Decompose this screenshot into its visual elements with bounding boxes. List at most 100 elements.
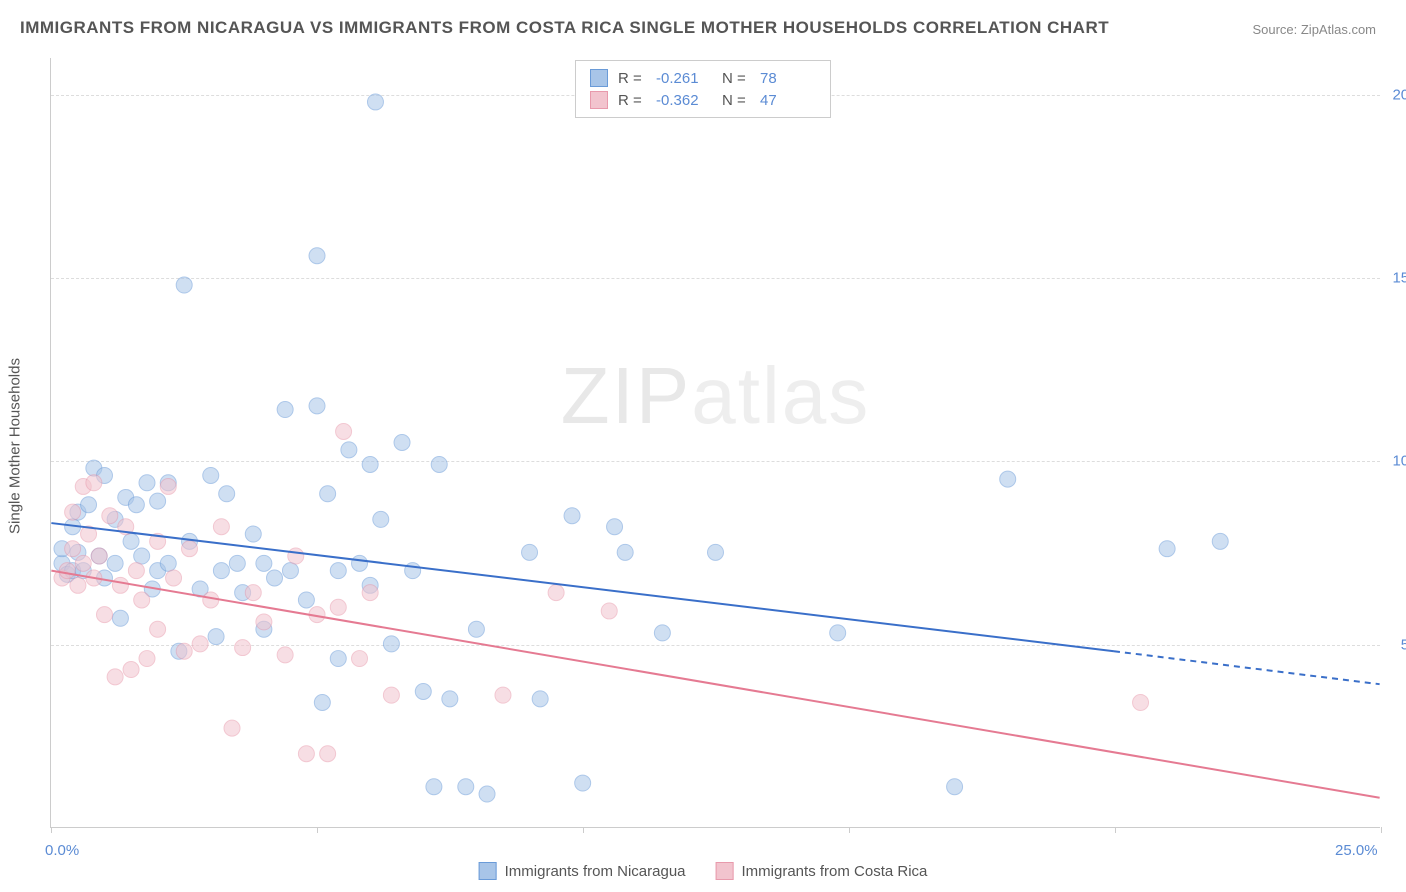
data-point	[654, 625, 670, 641]
data-point	[192, 636, 208, 652]
data-point	[150, 493, 166, 509]
data-point	[330, 563, 346, 579]
data-point	[564, 508, 580, 524]
n-value: 47	[760, 92, 816, 109]
data-point	[468, 621, 484, 637]
x-tick	[849, 827, 850, 833]
data-point	[1159, 541, 1175, 557]
data-point	[383, 687, 399, 703]
data-point	[830, 625, 846, 641]
data-point	[256, 555, 272, 571]
data-point	[97, 607, 113, 623]
data-point	[134, 548, 150, 564]
data-point	[86, 475, 102, 491]
data-point	[65, 541, 81, 557]
x-tick-label: 25.0%	[1335, 842, 1378, 859]
data-point	[166, 570, 182, 586]
data-point	[139, 475, 155, 491]
data-point	[65, 504, 81, 520]
data-point	[431, 456, 447, 472]
data-point	[102, 508, 118, 524]
data-point	[383, 636, 399, 652]
trend-line-dashed	[1114, 651, 1380, 684]
data-point	[373, 511, 389, 527]
n-label: N =	[722, 92, 750, 109]
data-point	[1133, 695, 1149, 711]
data-point	[219, 486, 235, 502]
legend-swatch	[479, 862, 497, 880]
data-point	[139, 651, 155, 667]
legend-series-label: Immigrants from Nicaragua	[505, 863, 686, 880]
data-point	[59, 563, 75, 579]
scatter-svg	[51, 58, 1380, 827]
data-point	[426, 779, 442, 795]
data-point	[617, 544, 633, 560]
data-point	[708, 544, 724, 560]
trend-line	[51, 571, 1379, 798]
data-point	[70, 577, 86, 593]
data-point	[160, 478, 176, 494]
data-point	[150, 621, 166, 637]
data-point	[352, 555, 368, 571]
x-tick	[1115, 827, 1116, 833]
data-point	[288, 548, 304, 564]
data-point	[176, 643, 192, 659]
r-value: -0.362	[656, 92, 712, 109]
data-point	[75, 555, 91, 571]
legend-swatch	[590, 91, 608, 109]
data-point	[208, 629, 224, 645]
data-point	[277, 402, 293, 418]
x-tick	[51, 827, 52, 833]
y-tick-label: 15.0%	[1392, 270, 1406, 287]
data-point	[394, 435, 410, 451]
data-point	[282, 563, 298, 579]
data-point	[1000, 471, 1016, 487]
chart-plot-area: ZIPatlas 5.0%10.0%15.0%20.0%	[50, 58, 1380, 828]
data-point	[320, 486, 336, 502]
data-point	[107, 669, 123, 685]
legend-series-item: Immigrants from Costa Rica	[716, 862, 928, 880]
data-point	[123, 662, 139, 678]
data-point	[107, 555, 123, 571]
data-point	[245, 585, 261, 601]
data-point	[309, 398, 325, 414]
data-point	[123, 533, 139, 549]
n-label: N =	[722, 70, 750, 87]
data-point	[81, 497, 97, 513]
data-point	[128, 497, 144, 513]
data-point	[532, 691, 548, 707]
data-point	[203, 592, 219, 608]
x-tick	[1381, 827, 1382, 833]
data-point	[298, 592, 314, 608]
r-value: -0.261	[656, 70, 712, 87]
y-tick-label: 10.0%	[1392, 453, 1406, 470]
x-tick-label: 0.0%	[45, 842, 79, 859]
data-point	[203, 467, 219, 483]
data-point	[128, 563, 144, 579]
x-tick	[583, 827, 584, 833]
data-point	[341, 442, 357, 458]
y-tick-label: 5.0%	[1401, 636, 1406, 653]
data-point	[91, 548, 107, 564]
legend-swatch	[716, 862, 734, 880]
data-point	[607, 519, 623, 535]
data-point	[134, 592, 150, 608]
data-point	[362, 585, 378, 601]
x-tick	[317, 827, 318, 833]
data-point	[277, 647, 293, 663]
data-point	[229, 555, 245, 571]
y-axis-label: Single Mother Households	[7, 358, 24, 534]
chart-title: IMMIGRANTS FROM NICARAGUA VS IMMIGRANTS …	[20, 18, 1109, 38]
data-point	[458, 779, 474, 795]
data-point	[601, 603, 617, 619]
data-point	[330, 599, 346, 615]
data-point	[314, 695, 330, 711]
data-point	[224, 720, 240, 736]
data-point	[336, 424, 352, 440]
r-label: R =	[618, 70, 646, 87]
data-point	[479, 786, 495, 802]
data-point	[362, 456, 378, 472]
legend-correlation-row: R = -0.261 N = 78	[590, 67, 816, 89]
data-point	[309, 248, 325, 264]
data-point	[548, 585, 564, 601]
